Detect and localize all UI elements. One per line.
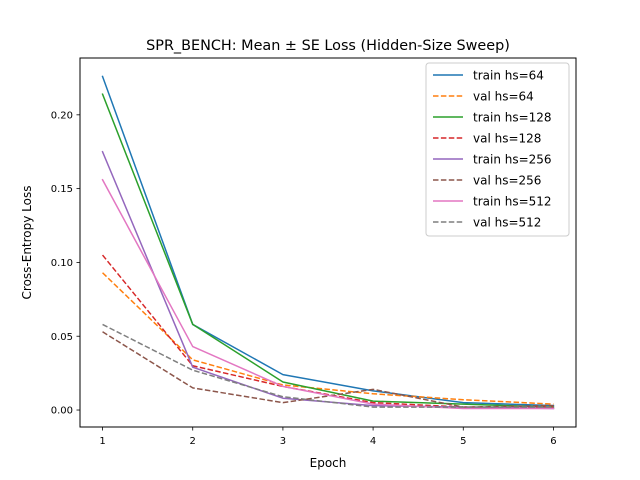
y-tick-label: 0.15 <box>51 184 73 195</box>
series-line-val-hs-64 <box>102 272 554 405</box>
legend-label: train hs=256 <box>473 153 552 167</box>
legend-label: train hs=512 <box>473 195 552 209</box>
x-tick-label: 4 <box>370 436 376 447</box>
x-axis-label: Epoch <box>310 456 347 470</box>
axes-frame <box>79 57 577 428</box>
y-tick-label: 0.10 <box>51 258 73 269</box>
x-tick-label: 3 <box>280 436 286 447</box>
legend-label: val hs=64 <box>473 90 534 104</box>
legend-label: val hs=512 <box>473 216 541 230</box>
legend-label: val hs=128 <box>473 132 541 146</box>
x-tick-label: 1 <box>99 436 105 447</box>
series-line-val-hs-512 <box>102 323 554 408</box>
x-tick-label: 5 <box>460 436 466 447</box>
series-line-train-hs-64 <box>101 75 555 407</box>
series-line-train-hs-128 <box>101 93 555 408</box>
x-tick-label: 6 <box>550 436 556 447</box>
legend-label: val hs=256 <box>473 174 541 188</box>
y-tick-label: 0.05 <box>51 332 73 343</box>
legend-label: train hs=64 <box>473 69 544 83</box>
series-line-train-hs-512 <box>101 178 555 410</box>
y-axis-label: Cross-Entropy Loss <box>20 186 34 300</box>
x-tick-label: 2 <box>190 436 196 447</box>
chart-title: SPR_BENCH: Mean ± SE Loss (Hidden-Size S… <box>146 38 510 54</box>
legend-box <box>425 62 570 237</box>
y-tick-label: 0.20 <box>51 110 73 121</box>
legend-label: train hs=128 <box>473 111 552 125</box>
x-axis: 1 2 3 4 5 6 <box>99 427 557 447</box>
y-axis: 0.00 0.05 0.10 0.15 0.20 <box>51 110 80 417</box>
legend: train hs=64 val hs=64 train hs=128 val hs=1… <box>425 62 570 237</box>
y-tick-label: 0.00 <box>51 406 73 417</box>
plot-area <box>101 75 555 410</box>
